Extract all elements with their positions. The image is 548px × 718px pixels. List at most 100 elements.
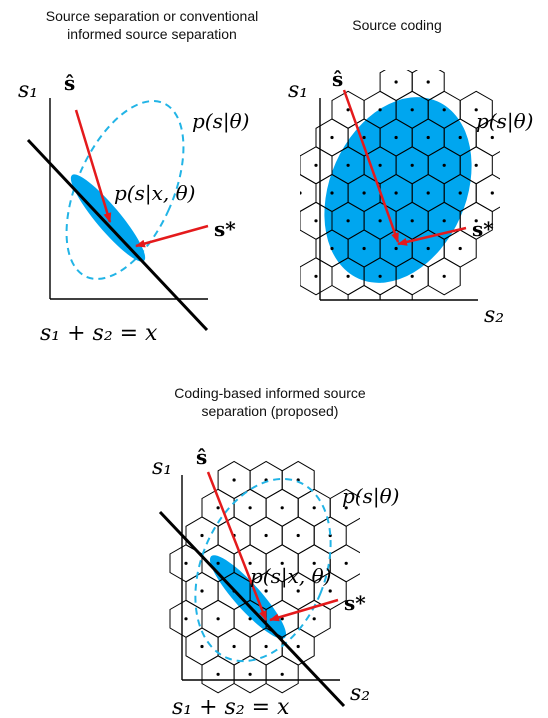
panel3-codeword-dot <box>312 617 316 621</box>
panel2-prior-ellipse <box>324 97 472 283</box>
panel2-codeword-dot <box>394 80 398 84</box>
panel3-codeword-dot <box>264 644 268 649</box>
panel2-codeword-dot <box>363 302 366 305</box>
panel1-label-constraint: s₁ + s₂ = x <box>40 321 158 346</box>
panel3-codeword-dot <box>216 617 220 621</box>
panel2-codeword-dot <box>362 191 366 195</box>
panel2-codeword-dot <box>490 191 494 195</box>
panel2-arrow-shat <box>342 89 400 243</box>
panel2-quantization-cells <box>300 70 500 305</box>
panel1-prior-ellipse <box>65 100 185 280</box>
panel2-codeword-dot <box>346 108 350 112</box>
panel2-codeword-dot <box>394 246 398 251</box>
panel3-codeword-dot <box>344 561 348 565</box>
panel3-codeword-dot <box>232 644 236 649</box>
panel2-codeword-dot <box>458 135 462 140</box>
panel3-codeword-dot <box>248 617 252 621</box>
panel3-codeword-dot <box>216 506 220 510</box>
panel-coding-based-separation: Coding-based informed source separation … <box>152 385 399 718</box>
panel2-codeword-dot <box>442 108 446 112</box>
panel1-label-prior: p(s|θ) <box>192 109 249 134</box>
panel3-label-shat: ŝ <box>196 445 207 469</box>
panel3-prior-ellipse <box>194 477 332 663</box>
panel2-codeword-dot <box>490 135 494 140</box>
panel2-codeword-dot <box>458 191 462 195</box>
panel3-quantization-cells <box>169 460 360 694</box>
panel2-codeword-dot <box>394 191 398 195</box>
panel1-label-posterior: p(s|x, θ) <box>114 181 195 206</box>
panel3-codeword-dot <box>200 644 204 649</box>
panel2-codeword-dot <box>442 163 446 167</box>
panel-source-coding: Source coding s₁ ŝ p(s|θ) s* s₂ <box>288 17 533 328</box>
panel3-posterior-ellipse <box>209 555 287 639</box>
panel2-codeword-dot <box>474 163 478 167</box>
panel3-codeword-dot <box>184 617 188 621</box>
panel3-codeword-dot <box>280 672 284 676</box>
panel3-label-s2: s₂ <box>350 681 370 706</box>
panel2-label-sstar: s* <box>472 217 494 241</box>
panel3-codeword-dot <box>280 617 284 621</box>
panel1-label-shat: ŝ <box>64 71 75 95</box>
panel2-label-shat: ŝ <box>332 67 343 91</box>
panel3-codeword-dot <box>344 506 348 510</box>
panel1-label-sstar: s* <box>214 217 236 241</box>
panel1-constraint-line <box>26 138 209 332</box>
panel1-title-line1: Source separation or conventional <box>46 8 258 24</box>
panel3-arrow-sstar <box>269 598 339 622</box>
panel1-arrow-sstar <box>135 224 209 248</box>
panel2-codeword-dot <box>330 135 334 140</box>
panel1-title-line2: informed source separation <box>67 26 237 42</box>
panel3-codeword-dot <box>280 561 284 565</box>
panel2-codeword-dot <box>300 191 302 195</box>
panel3-codeword-dot <box>248 561 252 565</box>
panel2-codeword-dot <box>426 246 430 251</box>
panel2-codeword-dot <box>346 274 350 278</box>
panel3-title-line2: separation (proposed) <box>202 403 339 419</box>
panel3-codeword-dot <box>216 672 220 676</box>
panel2-label-s2: s₂ <box>484 303 504 328</box>
panel3-label-sstar: s* <box>344 591 366 615</box>
panel2-codeword-dot <box>378 219 382 223</box>
panel3-codeword-dot <box>264 589 268 593</box>
panel2-label-prior: p(s|θ) <box>476 109 533 134</box>
panel3-codeword-dot <box>248 672 252 676</box>
panel2-hex-cell <box>347 284 381 300</box>
panel3-codeword-dot <box>200 589 204 593</box>
panel1-arrow-shat <box>74 109 112 223</box>
panel2-codeword-dot <box>346 219 350 223</box>
panel2-codeword-dot <box>346 163 350 167</box>
panel2-codeword-dot <box>474 219 478 223</box>
panel3-codeword-dot <box>296 644 300 649</box>
panel2-codeword-dot <box>442 219 446 223</box>
panel2-codeword-dot <box>426 191 430 195</box>
panel2-codeword-dot <box>314 219 318 223</box>
panel2-codeword-dot <box>410 274 414 278</box>
panel2-hex-cell <box>379 284 413 300</box>
panel3-label-constraint: s₁ + s₂ = x <box>172 695 290 718</box>
panel2-codeword-dot <box>362 246 366 251</box>
panel3-codeword-dot <box>312 506 316 510</box>
panel3-codeword-dot <box>280 506 284 510</box>
panel3-codeword-dot <box>184 561 188 565</box>
panel2-codeword-dot <box>394 135 398 140</box>
panel2-codeword-dot <box>330 246 334 251</box>
panel2-arrow-sstar <box>397 226 467 246</box>
panel3-hex-cell <box>265 655 299 694</box>
panel2-codeword-dot <box>458 246 462 251</box>
panel3-label-posterior: p(s|x, θ) <box>250 564 331 589</box>
panel2-codeword-dot <box>410 163 414 167</box>
panel2-hex-cell <box>427 257 461 296</box>
panel2-codeword-dot <box>378 274 382 278</box>
panel-conventional-separation: Source separation or conventional inform… <box>18 8 258 346</box>
panel3-label-s1: s₁ <box>152 455 172 480</box>
panel2-title-line1: Source coding <box>352 17 442 33</box>
panel3-codeword-dot <box>296 589 300 593</box>
panel3-constraint-line <box>158 510 346 708</box>
panel2-codeword-dot <box>314 274 318 278</box>
panel2-codeword-dot <box>442 274 446 278</box>
panel2-codeword-dot <box>410 108 414 112</box>
panel3-title-line1: Coding-based informed source <box>174 385 366 401</box>
panel3-label-prior: p(s|θ) <box>342 484 399 509</box>
panel3-codeword-dot <box>312 561 316 565</box>
